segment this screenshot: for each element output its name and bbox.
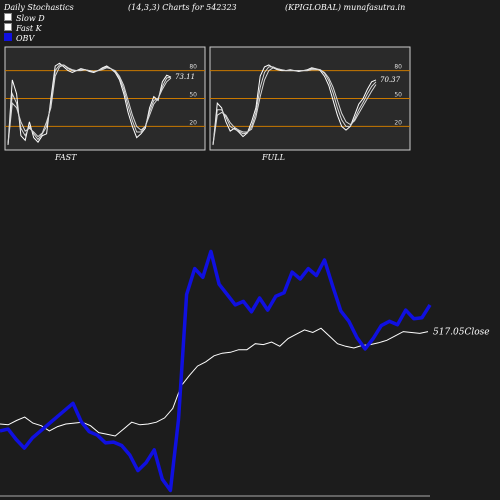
indicator-title: Daily Stochastics [4, 3, 74, 12]
legend-label-obv: OBV [16, 34, 35, 43]
full-level-label-20: 20 [394, 119, 402, 126]
fast-last-value-label: 73.11 [175, 73, 195, 81]
full-stoch-line-2 [212, 67, 377, 146]
obv-line [0, 249, 432, 493]
chart-params: (14,3,3) Charts for 542323 [128, 3, 237, 12]
legend-label-fast-k: Fast K [16, 24, 42, 33]
fast-panel-label: FAST [55, 153, 77, 162]
legend-slow-d: Slow D [4, 13, 45, 23]
legend-swatch-obv [4, 33, 12, 41]
full-panel-label: FULL [262, 153, 285, 162]
legend-swatch-fast-k [4, 23, 12, 31]
close-value-label: 517.05Close [433, 328, 490, 338]
full-last-value-label: 70.37 [380, 76, 401, 84]
legend-swatch-slow-d [4, 13, 12, 21]
fast-stoch-line-0 [7, 62, 172, 146]
fast-stoch-line-2 [7, 64, 172, 146]
legend-obv: OBV [4, 33, 34, 43]
fast-level-label-50: 50 [189, 92, 197, 99]
price-close-line [0, 327, 429, 437]
fast-level-label-20: 20 [189, 119, 197, 126]
legend-label-slow-d: Slow D [16, 14, 45, 23]
full-level-label-50: 50 [394, 92, 402, 99]
symbol-title: (KPIGLOBAL) munafasutra.in [285, 3, 406, 12]
legend-fast-k: Fast K [4, 23, 42, 33]
full-level-label-80: 80 [394, 64, 402, 71]
fast-level-label-80: 80 [189, 64, 197, 71]
